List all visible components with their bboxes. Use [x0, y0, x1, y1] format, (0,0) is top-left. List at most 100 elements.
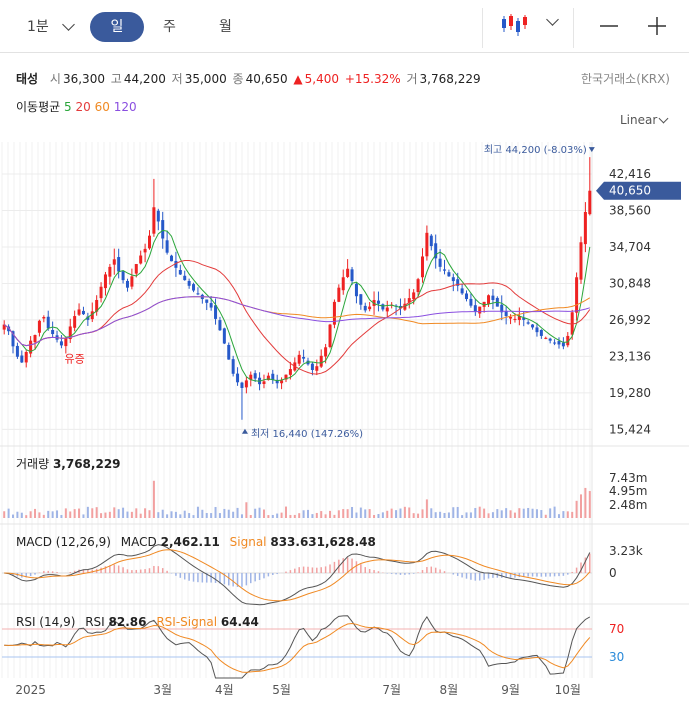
candle-body [95, 299, 99, 312]
volume-bar [390, 508, 393, 518]
volume-bar [20, 512, 23, 518]
tab-month[interactable]: 월 [219, 19, 232, 35]
candle-body [236, 373, 240, 383]
candle-body [385, 307, 389, 312]
tab-week[interactable]: 주 [163, 19, 176, 35]
volume-bar [249, 515, 252, 518]
rsi-value: 82.86 [108, 615, 147, 629]
volume-bar [179, 514, 182, 518]
candle-body [504, 310, 508, 317]
candle-body [491, 295, 495, 300]
volume-bar [69, 511, 72, 518]
volume-bar [86, 506, 89, 518]
volume-bar [47, 510, 50, 518]
macd-tick-label: 3.23k [609, 544, 643, 558]
volume-label: 거 [406, 72, 418, 86]
candle-body [183, 275, 187, 281]
volume-bar [289, 515, 292, 518]
macd-panel-label: MACD (12,26,9) [16, 535, 111, 549]
volume-bar [271, 514, 274, 518]
volume-bar [258, 507, 261, 518]
volume-bar [487, 513, 490, 518]
candle-body [588, 190, 592, 215]
candle-body [517, 316, 521, 320]
candle-body [509, 317, 513, 319]
volume-bar [544, 514, 547, 518]
candle-body [20, 355, 24, 363]
volume-bar [491, 512, 494, 518]
candle-body [306, 360, 310, 365]
volume-bar [571, 511, 574, 518]
volume-bar [452, 507, 455, 518]
current-price-label: 40,650 [609, 184, 651, 198]
candle-body [227, 344, 231, 360]
candle-body [121, 271, 125, 281]
macd-value: 2,462.11 [160, 535, 220, 549]
candle-body [526, 322, 530, 324]
volume-bar [78, 508, 81, 518]
candle-body [407, 298, 411, 303]
interval-select[interactable]: 1분 [27, 12, 49, 42]
candle-body [425, 232, 429, 257]
candle-body [376, 300, 380, 304]
volume-bar [311, 514, 314, 518]
candle-body [117, 257, 121, 272]
candle-body [161, 220, 165, 239]
high-value: 44,200 [123, 72, 166, 86]
zoom-in-icon[interactable] [647, 16, 667, 36]
candle-body [196, 293, 200, 295]
volume-bar [73, 509, 76, 518]
candlestick-type-icon[interactable] [500, 12, 528, 38]
volume-bar [540, 510, 543, 518]
candle-body [174, 260, 178, 268]
rsi-label: RSI [85, 615, 105, 629]
volume-bar [377, 514, 380, 518]
open-label: 시 [49, 72, 61, 86]
candle-body [416, 279, 420, 293]
volume-bar [403, 506, 406, 518]
volume-bar [373, 515, 376, 518]
price-tick-label: 34,704 [609, 240, 651, 254]
volume-bar [500, 510, 503, 518]
zoom-out-icon[interactable] [599, 16, 619, 36]
candle-body [24, 352, 28, 363]
volume-bar [104, 512, 107, 518]
ma-60-label: 60 [94, 100, 110, 114]
low-value: 35,000 [184, 72, 227, 86]
volume-bar [95, 507, 98, 518]
volume-bar [240, 514, 243, 518]
price-summary: 태성 시 36,300 고 44,200 저 35,000 종 40,650 ▲ 5,40… [16, 70, 483, 87]
volume-bar [478, 506, 481, 518]
chart-toolbar: 1분 일 주 월 [0, 0, 689, 53]
candle-body [73, 316, 77, 328]
candle-body [125, 280, 129, 288]
exchange-label: 한국거래소(KRX) [581, 72, 670, 86]
ma-5-line [3, 229, 591, 382]
volume-bar [364, 509, 367, 518]
candle-body [522, 317, 526, 320]
volume-bar [302, 510, 305, 518]
volume-bar [447, 512, 450, 518]
rsi-30-tick-label: 30 [609, 650, 624, 664]
tab-day[interactable]: 일 [90, 12, 144, 42]
open-value: 36,300 [62, 72, 105, 86]
volume-bar [161, 509, 164, 518]
volume-bar [117, 509, 120, 518]
volume-bar [38, 512, 41, 518]
candle-body [240, 382, 244, 388]
scale-select[interactable]: Linear [620, 113, 657, 127]
candle-body [359, 294, 363, 305]
candle-body [2, 324, 6, 330]
candle-body [244, 380, 248, 388]
toolbar-divider-2 [573, 8, 574, 48]
candle-body [500, 304, 504, 313]
candle-body [412, 292, 416, 300]
macd-legend: MACD (12,26,9) MACD 2,462.11 Signal 833.… [16, 535, 376, 549]
volume-tick-label: 2.48m [609, 498, 647, 512]
candle-body [570, 312, 574, 335]
candle-body [319, 355, 323, 367]
volume-bar [337, 510, 340, 518]
candle-body [139, 255, 143, 264]
candle-body [420, 256, 424, 278]
